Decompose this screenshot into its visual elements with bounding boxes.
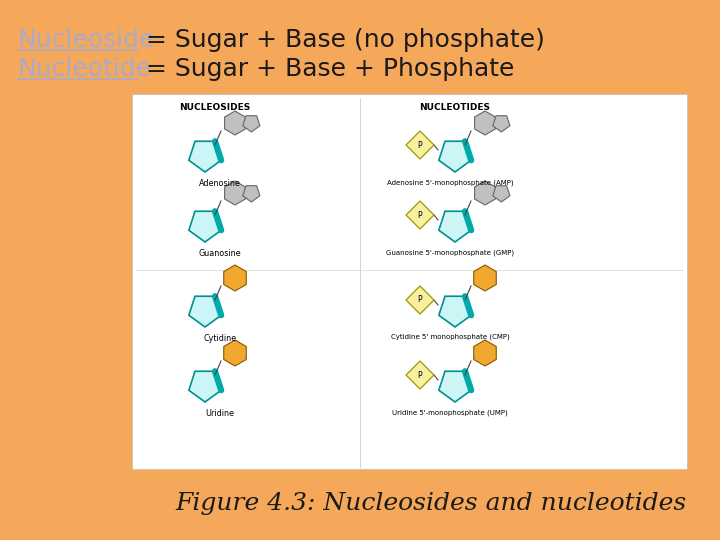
Text: Guanosine 5'-monophosphate (GMP): Guanosine 5'-monophosphate (GMP) (386, 249, 514, 255)
Polygon shape (189, 371, 221, 402)
Text: = Sugar + Base + Phosphate: = Sugar + Base + Phosphate (138, 57, 514, 81)
Polygon shape (406, 361, 434, 389)
Text: P: P (418, 370, 423, 380)
Polygon shape (474, 181, 495, 205)
Polygon shape (224, 340, 246, 366)
Polygon shape (189, 141, 221, 172)
Polygon shape (243, 186, 260, 202)
Text: NUCLEOSIDES: NUCLEOSIDES (179, 103, 251, 112)
Polygon shape (438, 296, 471, 327)
Polygon shape (224, 265, 246, 291)
Polygon shape (438, 211, 471, 242)
Text: Adenosine: Adenosine (199, 179, 241, 188)
Polygon shape (438, 141, 471, 172)
Text: Nucleoside: Nucleoside (18, 28, 156, 52)
Text: Cytidine: Cytidine (204, 334, 237, 343)
Polygon shape (474, 111, 495, 135)
Polygon shape (406, 286, 434, 314)
Text: = Sugar + Base (no phosphate): = Sugar + Base (no phosphate) (138, 28, 545, 52)
Polygon shape (492, 186, 510, 202)
Polygon shape (406, 131, 434, 159)
Text: Adenosine 5'-monophosphate (AMP): Adenosine 5'-monophosphate (AMP) (387, 179, 513, 186)
Polygon shape (225, 181, 246, 205)
Text: Uridine 5'-monophosphate (UMP): Uridine 5'-monophosphate (UMP) (392, 409, 508, 415)
Polygon shape (243, 116, 260, 132)
Polygon shape (492, 116, 510, 132)
Text: Cytidine 5' monophosphate (CMP): Cytidine 5' monophosphate (CMP) (391, 334, 509, 341)
Text: Nucleotide: Nucleotide (18, 57, 152, 81)
Polygon shape (474, 340, 496, 366)
Text: Guanosine: Guanosine (199, 249, 241, 258)
Text: P: P (418, 140, 423, 150)
Polygon shape (474, 265, 496, 291)
Bar (132, 94, 687, 469)
Text: Uridine: Uridine (205, 409, 235, 418)
Polygon shape (406, 201, 434, 229)
Polygon shape (225, 111, 246, 135)
Text: Figure 4.3: Nucleosides and nucleotides: Figure 4.3: Nucleosides and nucleotides (175, 492, 686, 515)
Polygon shape (189, 296, 221, 327)
Text: NUCLEOTIDES: NUCLEOTIDES (420, 103, 490, 112)
Polygon shape (189, 211, 221, 242)
Polygon shape (438, 371, 471, 402)
Text: P: P (418, 211, 423, 219)
Text: P: P (418, 295, 423, 305)
